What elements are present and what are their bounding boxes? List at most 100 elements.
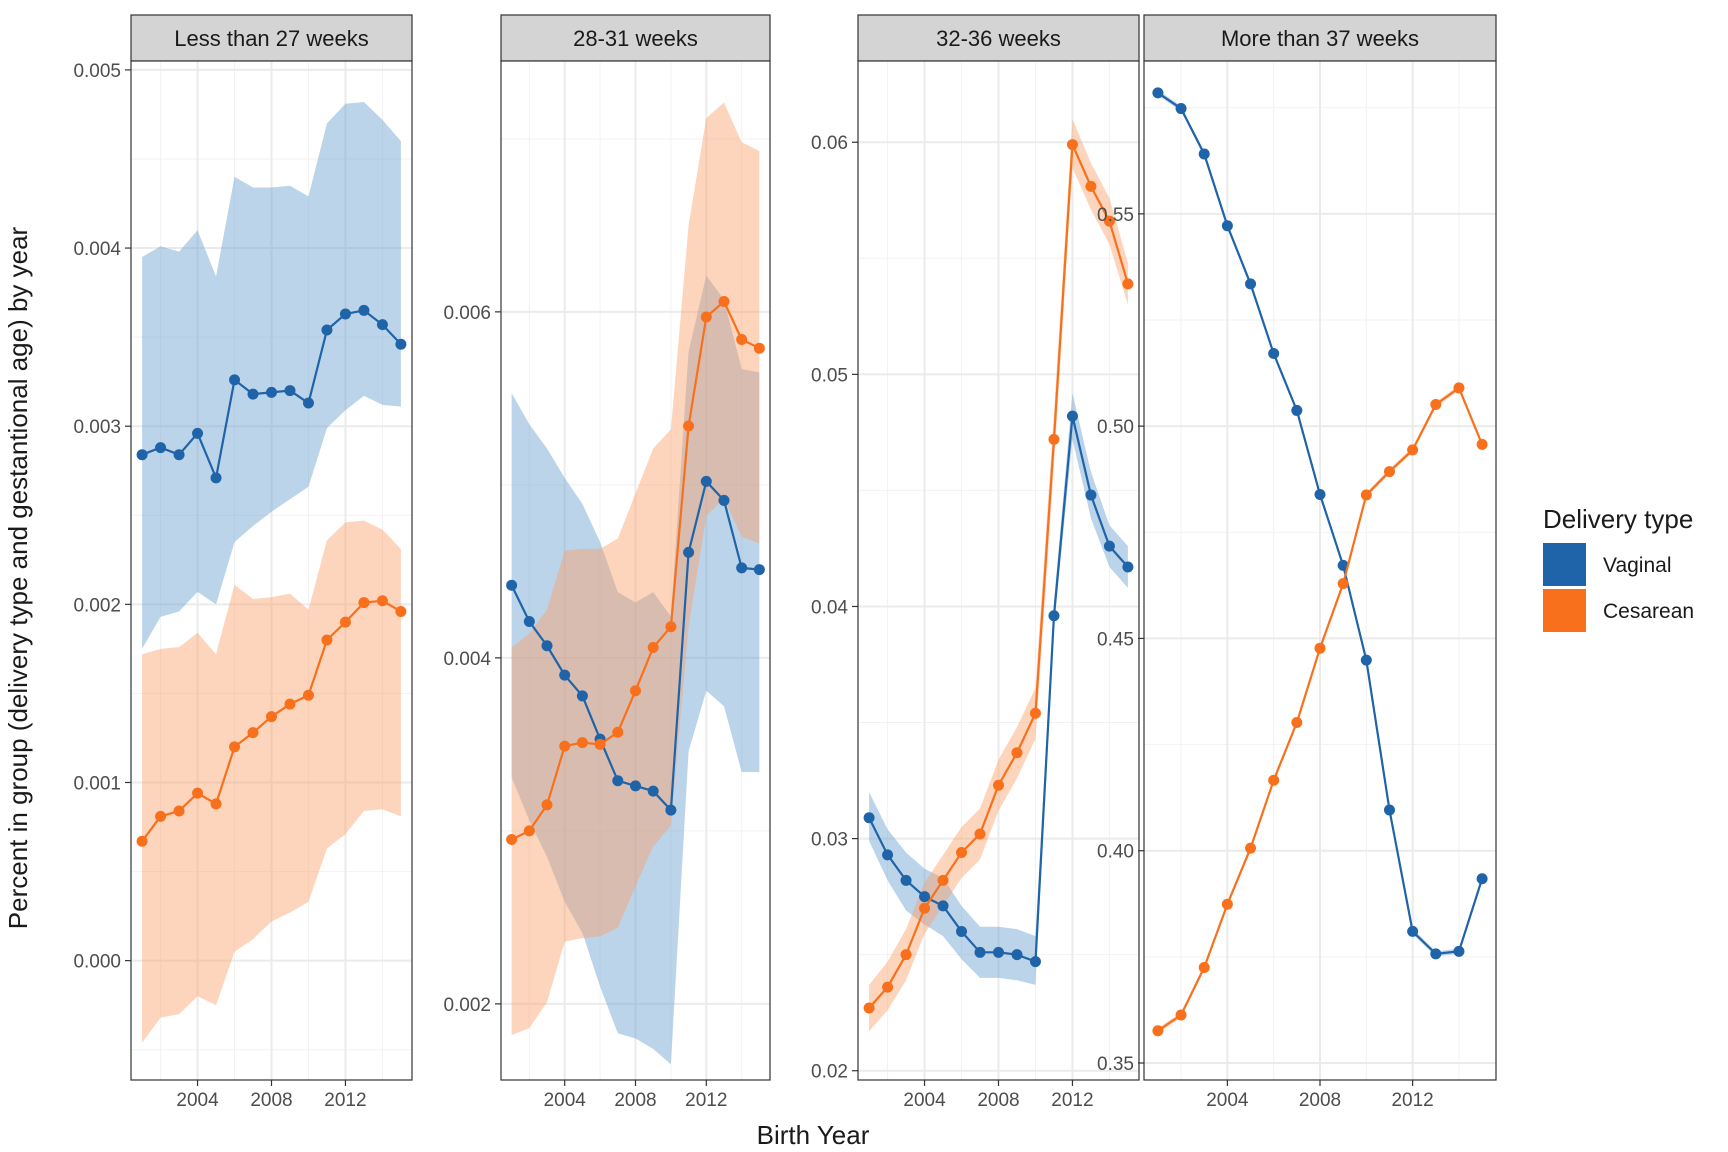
point-vaginal	[302, 397, 314, 409]
x-tick-label: 2012	[324, 1090, 366, 1111]
point-cesarean	[358, 597, 370, 609]
point-vaginal	[541, 640, 553, 652]
legend-label-vaginal: Vaginal	[1603, 554, 1672, 577]
point-cesarean	[1122, 278, 1134, 290]
x-tick-label: 2012	[685, 1090, 727, 1111]
point-vaginal	[700, 475, 712, 487]
y-tick-label: 0.001	[73, 773, 121, 794]
x-tick-label: 2008	[614, 1090, 656, 1111]
y-tick-label: 0.04	[811, 597, 848, 618]
point-vaginal	[937, 900, 949, 912]
point-vaginal	[1476, 873, 1488, 885]
point-cesarean	[1066, 139, 1078, 151]
x-tick-label: 2004	[544, 1090, 587, 1111]
point-cesarean	[647, 641, 659, 653]
x-tick-label: 2008	[977, 1090, 1019, 1111]
x-axis-title: Birth Year	[757, 1120, 870, 1150]
point-cesarean	[559, 740, 571, 752]
point-vaginal	[229, 374, 241, 386]
point-vaginal	[1122, 561, 1134, 573]
point-vaginal	[647, 785, 659, 797]
point-cesarean	[1360, 489, 1372, 501]
point-cesarean	[1029, 707, 1041, 719]
point-vaginal	[900, 874, 912, 886]
point-vaginal	[1245, 278, 1257, 290]
point-vaginal	[247, 388, 259, 400]
point-vaginal	[612, 775, 624, 787]
point-cesarean	[229, 741, 241, 753]
point-vaginal	[956, 925, 968, 937]
point-vaginal	[506, 579, 518, 591]
legend-swatch-cesarean	[1543, 589, 1586, 632]
x-tick-label: 2012	[1051, 1090, 1093, 1111]
point-vaginal	[1103, 540, 1115, 552]
point-cesarean	[753, 342, 765, 354]
point-vaginal	[1085, 489, 1097, 501]
point-vaginal	[736, 562, 748, 574]
point-cesarean	[718, 295, 730, 307]
point-vaginal	[1453, 945, 1465, 957]
panel-less-than-27-weeks: Less than 27 weeks 0.000 0.001 0.002 0.003 0.…	[73, 14, 413, 1111]
point-vaginal	[974, 946, 986, 958]
point-vaginal	[1152, 87, 1164, 99]
y-tick-label: 0.006	[443, 303, 491, 324]
point-cesarean	[1221, 898, 1233, 910]
point-vaginal	[1291, 404, 1303, 416]
strip-title: More than 37 weeks	[1221, 26, 1419, 51]
point-cesarean	[594, 738, 606, 750]
point-vaginal	[339, 308, 351, 320]
point-vaginal	[576, 690, 588, 702]
x-tick-label: 2008	[250, 1090, 292, 1111]
y-tick-label: 0.004	[443, 649, 491, 670]
point-vaginal	[1048, 610, 1060, 622]
point-cesarean	[210, 798, 222, 810]
point-vaginal	[1407, 925, 1419, 937]
point-cesarean	[1268, 774, 1280, 786]
y-tick-label: 0.03	[811, 830, 848, 851]
point-cesarean	[1314, 642, 1326, 654]
strip-less-than-27-weeks	[130, 14, 413, 62]
panel-more-than-37-weeks: More than 37 weeks 0.35 0.40 0.45 0.50 0.55 20…	[1097, 14, 1497, 1111]
point-cesarean	[247, 727, 259, 739]
point-vaginal	[753, 564, 765, 576]
point-vaginal	[882, 849, 894, 861]
y-tick-label: 0.02	[811, 1062, 848, 1083]
point-vaginal	[683, 546, 695, 558]
point-cesarean	[321, 634, 333, 646]
point-cesarean	[630, 685, 641, 697]
point-cesarean	[576, 737, 588, 749]
point-cesarean	[1085, 180, 1097, 192]
point-vaginal	[155, 442, 167, 454]
ribbon-vaginal	[142, 101, 401, 649]
point-cesarean	[1103, 215, 1115, 227]
point-cesarean	[284, 698, 296, 710]
point-vaginal	[1430, 948, 1442, 960]
point-cesarean	[993, 779, 1004, 791]
strip-title: Less than 27 weeks	[174, 26, 368, 51]
point-cesarean	[956, 847, 968, 859]
point-vaginal	[210, 472, 222, 484]
point-cesarean	[173, 805, 185, 817]
point-vaginal	[630, 780, 641, 792]
point-cesarean	[937, 874, 949, 886]
point-vaginal	[1175, 103, 1187, 115]
point-vaginal	[192, 427, 204, 439]
legend-title: Delivery type	[1543, 504, 1693, 534]
point-vaginal	[665, 804, 677, 816]
point-cesarean	[339, 616, 351, 628]
y-tick-label: 0.002	[73, 595, 121, 616]
ribbon-cesarean	[869, 119, 1128, 1032]
point-cesarean	[1453, 382, 1465, 394]
strip-more-than-37-weeks	[1143, 14, 1497, 62]
point-cesarean	[1175, 1009, 1187, 1021]
x-tick-label: 2004	[1206, 1090, 1249, 1111]
legend-swatch-vaginal	[1543, 543, 1586, 586]
point-cesarean	[1152, 1025, 1164, 1037]
point-vaginal	[173, 449, 185, 461]
point-vaginal	[1066, 410, 1078, 422]
x-tick-label: 2004	[176, 1090, 219, 1111]
point-vaginal	[1360, 654, 1372, 666]
point-cesarean	[900, 949, 912, 961]
y-tick-label: 0.05	[811, 365, 848, 386]
